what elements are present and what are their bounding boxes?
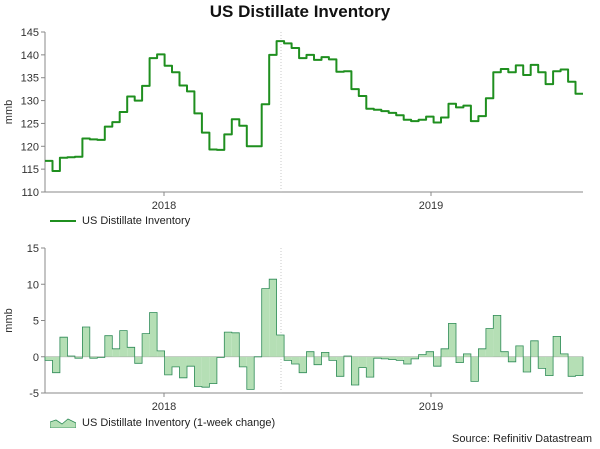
panel0-ytick-label-5: 135	[21, 73, 39, 85]
panel1-bar-44	[373, 356, 382, 359]
panel0-series-line	[45, 40, 583, 172]
panel0-ytick-label-0: 110	[21, 187, 39, 199]
legend-top-label: US Distillate Inventory	[82, 215, 191, 227]
panel1-bar-56	[463, 353, 471, 357]
panel1-bar-43	[366, 356, 374, 378]
panel1-bar-36	[314, 356, 322, 365]
panel0-xtick-label-1: 2019	[419, 200, 443, 212]
panel1-ytick-label-2: 5	[33, 316, 39, 328]
panel0-ytick-label-7: 145	[21, 27, 39, 39]
panel1-bar-66	[538, 356, 546, 369]
panel1-bar-34	[299, 356, 307, 373]
chart-title: US Distillate Inventory	[209, 2, 391, 21]
panel1-bar-68	[553, 336, 561, 357]
panel0-ytick-label-3: 125	[21, 118, 39, 130]
panel1-bar-14	[149, 312, 158, 357]
panel1-bar-8	[104, 335, 113, 357]
panel1-bar-2	[59, 337, 68, 357]
panel1-bar-16	[164, 356, 173, 375]
panel1-bar-54	[448, 323, 456, 357]
panel1-bar-1	[52, 356, 60, 373]
panel1-bar-57	[470, 356, 479, 382]
panel1-bar-53	[441, 348, 449, 357]
panel0-ytick-label-6: 140	[21, 50, 39, 62]
panel0-y-axis-label: mmb	[3, 100, 15, 124]
panel1-bar-55	[456, 356, 464, 363]
panel1-bar-46	[388, 356, 397, 360]
panel1-bar-19	[187, 356, 195, 367]
panel1-bar-69	[560, 353, 569, 357]
panel1-bar-11	[127, 347, 135, 357]
source-note: Source: Refinitiv Datastream	[452, 433, 592, 445]
panel1-bar-50	[418, 354, 427, 357]
panel1-y-axis-label: mmb	[3, 308, 15, 332]
panel1-bar-20	[194, 356, 202, 387]
panel1-bar-71	[575, 356, 583, 376]
legend-bottom-label: US Distillate Inventory (1-week change)	[82, 417, 276, 429]
panel1-bar-24	[224, 332, 232, 357]
panel1-bar-60	[493, 315, 501, 357]
panel1-bar-10	[119, 330, 128, 357]
panel0-ytick-label-2: 120	[21, 141, 39, 153]
panel1-ytick-label-3: 10	[27, 279, 39, 291]
panel1-bar-32	[284, 356, 292, 361]
panel1-bar-31	[276, 335, 285, 357]
panel1-xtick-label-1: 2019	[419, 401, 443, 413]
legend-area-swatch	[50, 418, 76, 428]
panel1-ytick-label-4: 15	[27, 243, 39, 255]
panel1-bar-4	[74, 356, 83, 359]
legend-line-swatch	[50, 220, 76, 222]
legend-bottom: US Distillate Inventory (1-week change)	[50, 417, 275, 429]
panel1-bar-52	[433, 356, 442, 367]
panel1-bar-70	[568, 356, 576, 377]
panel1-bar-67	[545, 356, 554, 376]
panel1-bar-33	[291, 356, 300, 365]
panel1-bar-0	[45, 356, 53, 361]
panel1-bar-27	[246, 356, 255, 390]
panel1-bar-58	[478, 348, 486, 357]
panel1-bar-30	[269, 279, 277, 357]
panel1-bar-48	[403, 356, 412, 365]
panel1-bar-65	[530, 340, 539, 357]
panel1-bar-45	[381, 356, 389, 359]
panel1-xtick-label-0: 2018	[152, 401, 176, 413]
panel1-bar-18	[179, 356, 187, 378]
panel1-bar-59	[485, 328, 494, 357]
panel1-bar-21	[201, 356, 210, 388]
panel1-bar-62	[508, 356, 516, 362]
panel1-ytick-label-0: -5	[29, 388, 39, 400]
panel1-bar-64	[523, 356, 531, 372]
panel1-bar-22	[209, 356, 217, 384]
panel1-bar-25	[231, 332, 240, 357]
panel1-bar-5	[82, 327, 90, 357]
panel0-xtick-label-0: 2018	[152, 200, 176, 212]
panel1-bar-49	[411, 356, 419, 359]
panel1-bar-12	[134, 356, 143, 364]
panel1-bar-15	[157, 350, 165, 357]
panel1-bar-13	[142, 333, 150, 357]
panel1-series-outline	[44, 278, 584, 390]
panel1-bar-47	[396, 356, 404, 361]
panel1-bar-42	[358, 356, 367, 368]
panel1-bar-26	[239, 356, 247, 367]
panel1-bar-17	[172, 356, 180, 367]
panel1-bar-35	[306, 351, 314, 357]
panel0-ytick-label-1: 115	[21, 164, 39, 176]
panel1-bar-9	[112, 348, 120, 357]
panel1-bar-61	[500, 351, 509, 357]
legend-top: US Distillate Inventory	[50, 215, 190, 227]
panel1-bar-6	[89, 356, 98, 359]
panel1-bar-29	[261, 288, 270, 357]
panel1-bar-39	[336, 356, 344, 377]
panel1-bar-37	[321, 352, 329, 357]
panel0-ytick-label-4: 130	[21, 96, 39, 108]
panel1-bar-63	[515, 345, 524, 357]
panel1-bar-51	[426, 351, 434, 357]
panel1-bar-41	[351, 356, 359, 386]
panel1-bar-38	[328, 356, 337, 361]
panel1-ytick-label-1: 0	[33, 352, 39, 364]
